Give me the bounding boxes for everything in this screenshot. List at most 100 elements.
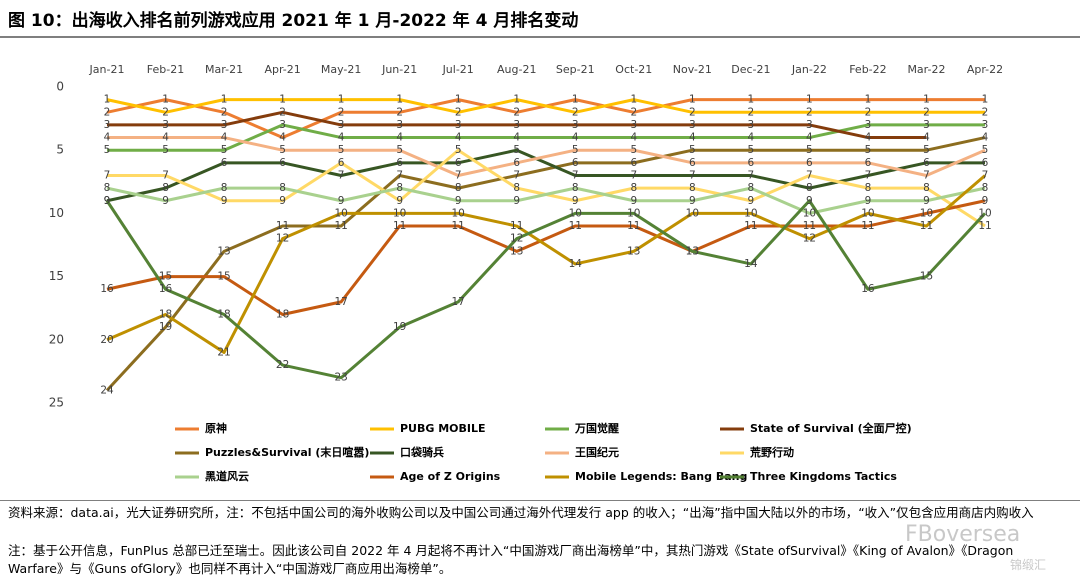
value-label: 4: [689, 132, 696, 144]
value-label: 16: [159, 283, 173, 295]
x-tick-label: Nov-21: [673, 63, 712, 76]
value-label: 4: [923, 132, 930, 144]
value-label: 3: [338, 119, 345, 131]
value-label: 5: [630, 144, 637, 156]
value-label: 8: [279, 182, 286, 194]
value-label: 8: [513, 182, 520, 194]
value-label: 10: [861, 207, 874, 219]
value-label: 4: [162, 132, 169, 144]
value-label: 9: [572, 195, 579, 207]
value-label: 6: [396, 157, 403, 169]
value-label: 13: [217, 245, 230, 257]
value-label: 8: [806, 182, 813, 194]
watermark: 锦缎汇: [1010, 558, 1047, 572]
legend-label: PUBG MOBILE: [400, 422, 486, 435]
value-label: 14: [744, 258, 758, 270]
value-label: 1: [162, 94, 169, 106]
value-label: 11: [978, 220, 991, 232]
value-label: 7: [338, 169, 345, 181]
value-label: 1: [982, 94, 989, 106]
value-label: 6: [923, 157, 930, 169]
value-label: 8: [689, 182, 696, 194]
value-label: 6: [982, 157, 989, 169]
footer-rule: [0, 500, 1080, 501]
value-label: 7: [689, 169, 696, 181]
y-tick-label: 10: [49, 206, 64, 220]
value-label: 3: [865, 119, 872, 131]
value-label: 7: [630, 169, 637, 181]
value-label: 4: [865, 132, 872, 144]
value-label: 2: [513, 106, 520, 118]
value-label: 2: [982, 106, 989, 118]
value-label: 18: [276, 309, 289, 321]
watermark: FBoversea: [905, 522, 1021, 547]
legend-label: 黑道风云: [205, 469, 249, 483]
legend-label: Age of Z Origins: [400, 470, 501, 483]
value-label: 11: [334, 220, 347, 232]
value-label: 1: [338, 94, 345, 106]
value-label: 19: [393, 321, 406, 333]
y-tick-label: 5: [56, 143, 64, 157]
value-label: 3: [162, 119, 169, 131]
value-label: 5: [689, 144, 696, 156]
value-label: 1: [865, 94, 872, 106]
value-label: 4: [806, 132, 813, 144]
value-label: 3: [279, 119, 286, 131]
value-label: 3: [982, 119, 989, 131]
x-tick-label: Feb-21: [147, 63, 184, 76]
value-label: 7: [104, 169, 111, 181]
legend-label: 口袋骑兵: [400, 445, 444, 459]
value-label: 18: [159, 309, 172, 321]
value-label: 7: [982, 169, 989, 181]
x-tick-label: Jun-21: [381, 63, 417, 76]
value-label: 8: [162, 182, 169, 194]
value-label: 10: [803, 207, 816, 219]
x-tick-label: Feb-22: [849, 63, 886, 76]
x-tick-label: Sep-21: [556, 63, 595, 76]
value-label: 5: [806, 144, 813, 156]
series-line: [106, 199, 986, 317]
value-label: 15: [920, 271, 933, 283]
value-label: 5: [455, 144, 462, 156]
value-label: 8: [104, 182, 111, 194]
value-label: 2: [572, 106, 579, 118]
legend-label: 原神: [205, 421, 227, 435]
value-label: 12: [803, 233, 816, 245]
value-label: 6: [455, 157, 462, 169]
value-label: 2: [338, 106, 345, 118]
value-label: 3: [806, 119, 813, 131]
legend-label: Mobile Legends: Bang Bang: [575, 470, 747, 483]
y-tick-label: 15: [49, 269, 64, 283]
value-label: 2: [279, 106, 286, 118]
value-label: 1: [221, 94, 228, 106]
series-line: [107, 123, 985, 152]
value-label: 6: [748, 157, 755, 169]
source-note: 资料来源：data.ai，光大证券研究所，注：不包括中国公司的海外收购公司以及中…: [8, 505, 1034, 520]
value-label: 5: [748, 144, 755, 156]
value-label: 11: [276, 220, 289, 232]
value-label: 18: [217, 309, 230, 321]
legend-label: 荒野行动: [749, 445, 794, 459]
value-label: 17: [452, 296, 465, 308]
value-label: 1: [630, 94, 637, 106]
value-label: 4: [748, 132, 755, 144]
x-tick-label: Jul-21: [442, 63, 474, 76]
value-label: 5: [513, 144, 520, 156]
value-label: 19: [159, 321, 172, 333]
value-label: 10: [978, 207, 991, 219]
value-label: 9: [104, 195, 111, 207]
value-label: 7: [748, 169, 755, 181]
chart: Jan-21 Feb-21 Mar-21 Apr-21 May-21 Jun-21 Jul-…: [49, 63, 1003, 483]
value-label: 7: [865, 169, 872, 181]
value-label: 8: [748, 182, 755, 194]
value-label: 7: [572, 169, 579, 181]
y-tick-label: 20: [49, 332, 64, 346]
value-label: 1: [396, 94, 403, 106]
value-label: 10: [686, 207, 699, 219]
x-tick-label: Mar-21: [205, 63, 243, 76]
value-label: 6: [513, 157, 520, 169]
value-label: 16: [861, 283, 875, 295]
value-label: 9: [279, 195, 286, 207]
value-label: 4: [513, 132, 520, 144]
value-label: 1: [455, 94, 462, 106]
